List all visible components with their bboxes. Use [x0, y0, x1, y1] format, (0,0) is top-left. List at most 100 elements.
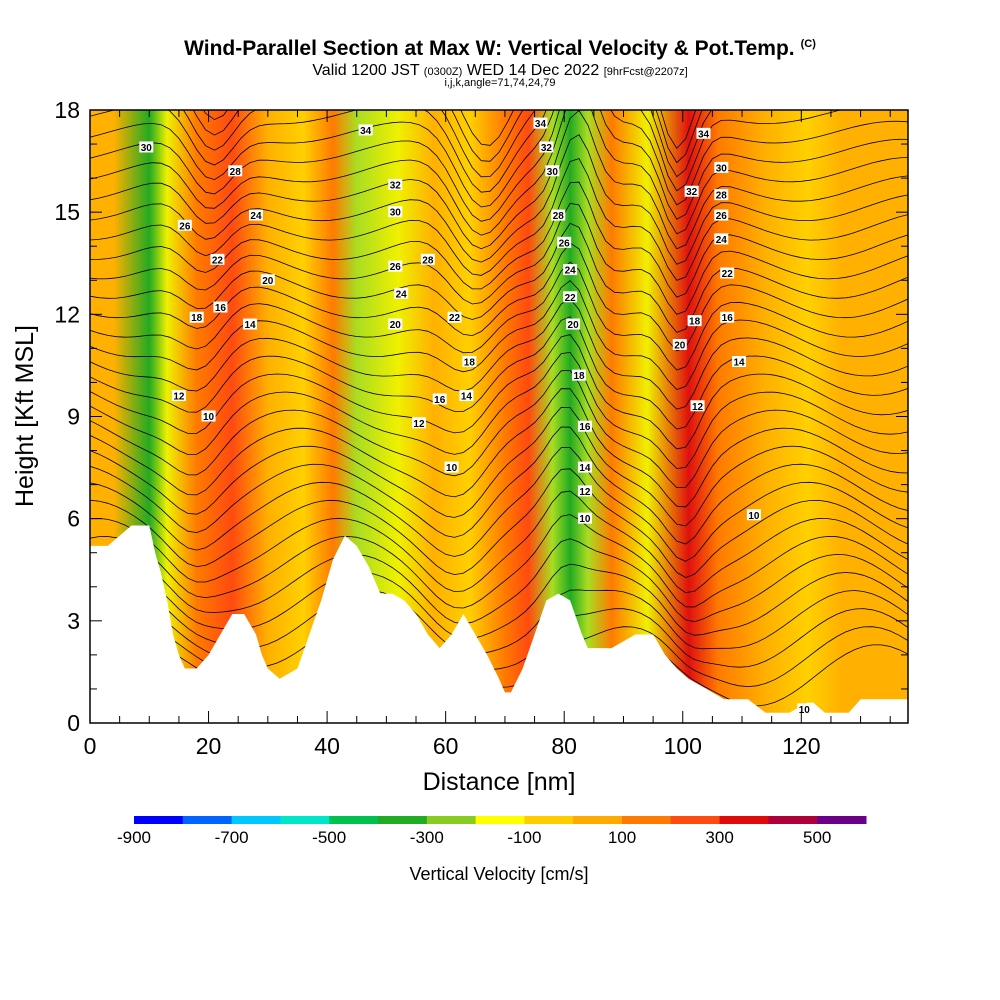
contour-label: 24 — [394, 287, 409, 300]
contour-label-text: 22 — [449, 313, 461, 324]
contour-label: 28 — [420, 253, 435, 266]
contour-labels: 30 28 26 24 22 20 18 16 14 12 10 34 32 30 26 28 24 20 22 18… — [139, 117, 812, 716]
x-tick-label: 80 — [551, 733, 577, 759]
contour-label-text: 18 — [573, 371, 585, 382]
contour-label-text: 12 — [579, 487, 591, 498]
contour-label-bg — [563, 264, 578, 276]
contour-label-bg — [690, 400, 705, 412]
contour-label-bg — [566, 318, 581, 330]
chart-title: Wind-Parallel Section at Max W: Vertical… — [0, 37, 1000, 61]
contour-label: 12 — [411, 417, 426, 430]
contour-label: 26 — [714, 209, 729, 222]
colorbar-tick-label: -700 — [215, 828, 249, 847]
colorbar-tick-label: -500 — [312, 828, 346, 847]
contour-label-text: 24 — [250, 211, 262, 222]
contour-label-text: 22 — [722, 269, 734, 280]
contour-label-bg — [732, 356, 747, 368]
contour-label: 16 — [577, 420, 592, 433]
colorbar-swatch — [329, 816, 379, 824]
contour-label-text: 34 — [535, 119, 547, 130]
contour-label-bg — [577, 485, 592, 497]
contour-label-bg — [388, 318, 403, 330]
contour-label-bg — [388, 178, 403, 190]
contour-label-bg — [746, 509, 761, 521]
contour-label-text: 10 — [203, 412, 215, 423]
contour-label-bg — [714, 189, 729, 201]
contour-label: 22 — [210, 253, 225, 266]
theta-contour-line — [90, 280, 908, 390]
contour-label: 34 — [696, 127, 711, 140]
contour-label: 30 — [714, 161, 729, 174]
contour-label-text: 34 — [698, 129, 710, 140]
contour-label: 28 — [228, 165, 243, 178]
contour-label-text: 16 — [722, 313, 734, 324]
x-tick-label: 120 — [782, 733, 820, 759]
contour-label: 10 — [746, 509, 761, 522]
theta-contour-line — [90, 110, 908, 208]
contour-label-bg — [672, 338, 687, 350]
contour-label-bg — [577, 420, 592, 432]
theta-contour-line — [90, 351, 908, 469]
theta-contours — [90, 110, 908, 707]
contour-label: 26 — [557, 236, 572, 249]
title-main: Wind-Parallel Section at Max W: Vertical… — [184, 37, 795, 60]
colorbar-tick-label: -900 — [117, 828, 151, 847]
contour-label-text: 12 — [173, 392, 185, 403]
contour-label: 32 — [388, 178, 403, 191]
contour-label: 14 — [459, 390, 474, 403]
contour-label-text: 12 — [692, 402, 704, 413]
theta-contour-line — [90, 134, 908, 265]
contour-label: 32 — [684, 185, 699, 198]
x-tick-label: 100 — [664, 733, 702, 759]
theta-contour-line — [90, 110, 908, 250]
axis-ticks — [89, 109, 908, 724]
contour-label: 26 — [177, 219, 192, 232]
x-tick-label: 60 — [433, 733, 459, 759]
contour-label-text: 16 — [579, 422, 591, 433]
contour-label-bg — [444, 461, 459, 473]
contour-label-bg — [714, 209, 729, 221]
terrain-mask — [90, 525, 908, 723]
colorbar-swatch — [573, 816, 623, 824]
theta-contour-line — [182, 110, 712, 178]
contour-label-bg — [563, 291, 578, 303]
contour-label-bg — [243, 318, 258, 330]
subtitle-indices: i,j,k,angle=71,74,24,79 — [444, 77, 556, 89]
contour-label-bg — [228, 165, 243, 177]
y-tick-label: 9 — [67, 404, 80, 430]
contour-label: 10 — [797, 703, 812, 716]
contour-label: 12 — [171, 390, 186, 403]
theta-contour-line — [90, 261, 908, 371]
contour-label-text: 24 — [716, 235, 728, 246]
title-copyright: (C) — [800, 38, 816, 50]
colorbar-swatch — [475, 816, 525, 824]
y-tick-label: 12 — [54, 301, 80, 327]
contour-label: 10 — [201, 410, 216, 423]
contour-label-text: 14 — [244, 320, 256, 331]
contour-label-text: 26 — [179, 221, 191, 232]
subtitle-date: WED 14 Dec 2022 — [466, 62, 600, 79]
colorbar-tick-label: 300 — [705, 828, 733, 847]
theta-contour-line — [90, 110, 843, 193]
contour-label-bg — [720, 267, 735, 279]
contour-label-bg — [577, 461, 592, 473]
contour-label: 22 — [563, 291, 578, 304]
contour-label-bg — [572, 369, 587, 381]
contour-label: 12 — [690, 400, 705, 413]
contour-label-text: 20 — [674, 340, 686, 351]
contour-label-bg — [358, 124, 373, 136]
contour-label-text: 16 — [434, 395, 446, 406]
contour-label-text: 30 — [716, 163, 728, 174]
colorbar-swatch — [280, 816, 330, 824]
subtitle-valid: Valid 1200 JST — [312, 62, 420, 79]
contour-label-bg — [696, 127, 711, 139]
x-tick-label: 40 — [314, 733, 340, 759]
contour-label-text: 30 — [390, 208, 402, 219]
colorbar-tick-label: -100 — [507, 828, 541, 847]
y-tick-label: 6 — [67, 506, 80, 532]
contour-label-text: 20 — [262, 276, 274, 287]
contour-label-text: 26 — [716, 211, 728, 222]
contour-label: 20 — [566, 318, 581, 331]
colorbar-swatch — [231, 816, 281, 824]
